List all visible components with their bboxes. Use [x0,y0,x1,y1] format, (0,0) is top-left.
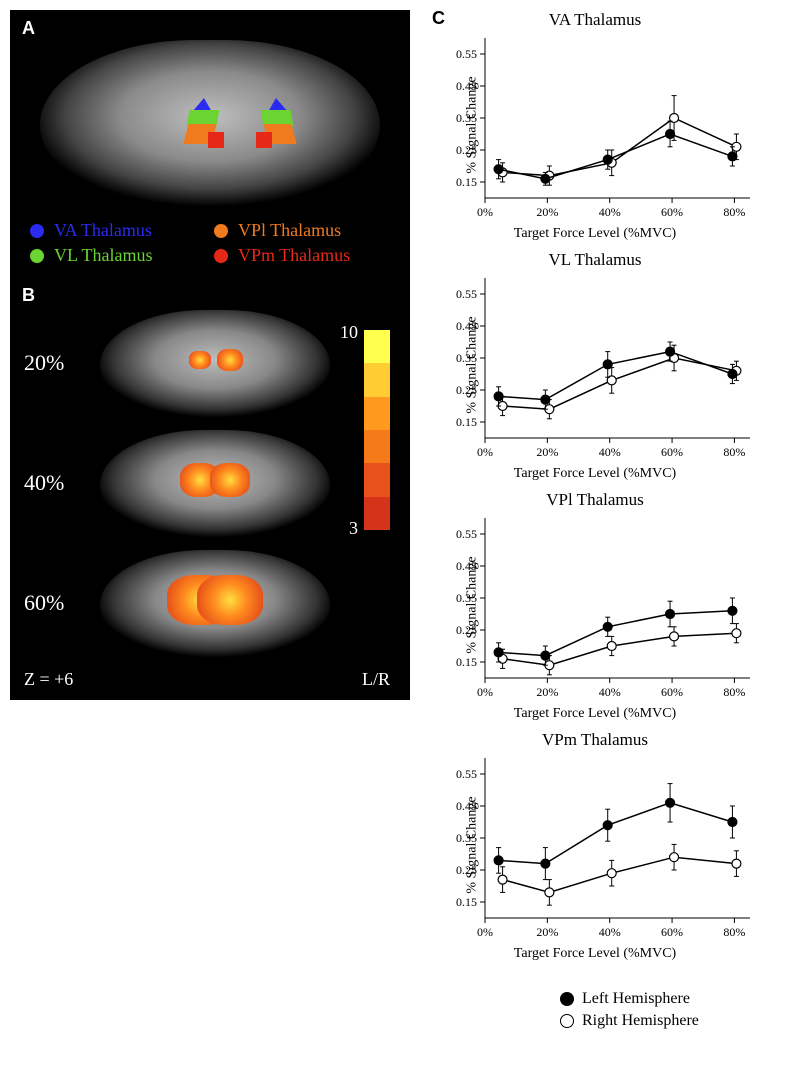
activation-right [210,463,250,497]
svg-text:60%: 60% [661,925,683,939]
legend-item: VA Thalamus [30,220,206,241]
lr-orientation-label: L/R [362,669,390,690]
y-axis-label: % Signal Change [465,76,481,173]
panel-a-legend: VA Thalamus VPl Thalamus VL Thalamus VPm Th… [30,220,390,266]
panel-c-charts: VA Thalamus % Signal Change Target Force L… [430,10,790,970]
line-chart: VA Thalamus % Signal Change Target Force L… [430,10,760,240]
z-coordinate-label: Z = +6 [24,669,73,690]
svg-text:0.15: 0.15 [456,895,477,909]
brain-activation-image [100,430,330,540]
colorbar-segment [364,330,390,363]
left-hemisphere-marker-icon [560,992,574,1006]
right-hemisphere-marker-icon [560,1014,574,1028]
colorbar-segment [364,497,390,530]
svg-text:0.15: 0.15 [456,655,477,669]
svg-text:0.55: 0.55 [456,767,477,781]
svg-text:0.55: 0.55 [456,287,477,301]
force-level-label: 20% [24,350,64,376]
svg-text:80%: 80% [723,205,745,219]
x-axis-label: Target Force Level (%MVC) [430,946,760,962]
legend-dot-icon [30,249,44,263]
activation-left [189,351,211,369]
activation-right [217,349,243,371]
legend-item: VPl Thalamus [214,220,390,241]
figure-root: A VA Thalamus VPl Thalamus VL Thalamus VPm … [0,0,800,1070]
svg-text:80%: 80% [723,685,745,699]
hemisphere-legend: Left Hemisphere Right Hemisphere [560,990,699,1034]
svg-text:0.15: 0.15 [456,175,477,189]
colorbar-segment [364,463,390,496]
x-axis-label: Target Force Level (%MVC) [430,466,760,482]
activation-right [197,575,263,625]
force-level-label: 40% [24,470,64,496]
svg-text:40%: 40% [599,925,621,939]
svg-text:60%: 60% [661,685,683,699]
roi-vpm-right [256,132,272,148]
colorbar-segment [364,430,390,463]
svg-text:0%: 0% [477,445,493,459]
x-axis-label: Target Force Level (%MVC) [430,226,760,242]
y-axis-label: % Signal Change [465,556,481,653]
svg-text:0.15: 0.15 [456,415,477,429]
svg-text:0%: 0% [477,205,493,219]
panel-b-label: B [22,285,35,306]
legend-text: VPl Thalamus [238,220,341,241]
svg-text:40%: 40% [599,685,621,699]
svg-text:0.55: 0.55 [456,47,477,61]
legend-dot-icon [214,249,228,263]
chart-title: VPm Thalamus [430,730,760,750]
svg-text:20%: 20% [536,925,558,939]
colorbar-segment [364,397,390,430]
left-hemisphere-label: Left Hemisphere [582,990,690,1008]
x-axis-label: Target Force Level (%MVC) [430,706,760,722]
legend-dot-icon [214,224,228,238]
svg-text:20%: 20% [536,205,558,219]
colorbar-segment [364,363,390,396]
svg-text:80%: 80% [723,445,745,459]
y-axis-label: % Signal Change [465,316,481,413]
svg-text:60%: 60% [661,205,683,219]
force-level-label: 60% [24,590,64,616]
chart-title: VA Thalamus [430,10,760,30]
colorbar [364,330,390,530]
line-chart: VL Thalamus % Signal Change Target Force L… [430,250,760,480]
svg-text:0.55: 0.55 [456,527,477,541]
legend-item: VPm Thalamus [214,245,390,266]
colorbar-min: 3 [349,518,358,539]
line-chart: VPl Thalamus % Signal Change Target Force … [430,490,760,720]
colorbar-max: 10 [340,322,358,343]
right-hemisphere-label: Right Hemisphere [582,1012,699,1030]
y-axis-label: % Signal Change [465,796,481,893]
svg-text:0%: 0% [477,685,493,699]
svg-text:20%: 20% [536,685,558,699]
chart-title: VL Thalamus [430,250,760,270]
roi-vpm-left [208,132,224,148]
svg-text:80%: 80% [723,925,745,939]
legend-text: VA Thalamus [54,220,152,241]
legend-item: VL Thalamus [30,245,206,266]
legend-text: VL Thalamus [54,245,152,266]
svg-text:0%: 0% [477,925,493,939]
line-chart: VPm Thalamus % Signal Change Target Force … [430,730,760,960]
svg-text:60%: 60% [661,445,683,459]
brain-activation-image [100,550,330,660]
legend-text: VPm Thalamus [238,245,350,266]
svg-text:40%: 40% [599,205,621,219]
brain-atlas-image [40,40,380,210]
svg-text:40%: 40% [599,445,621,459]
brain-activation-image [100,310,330,420]
chart-title: VPl Thalamus [430,490,760,510]
legend-dot-icon [30,224,44,238]
panel-ab-container: A VA Thalamus VPl Thalamus VL Thalamus VPm … [10,10,410,700]
svg-text:20%: 20% [536,445,558,459]
panel-a-label: A [22,18,35,39]
